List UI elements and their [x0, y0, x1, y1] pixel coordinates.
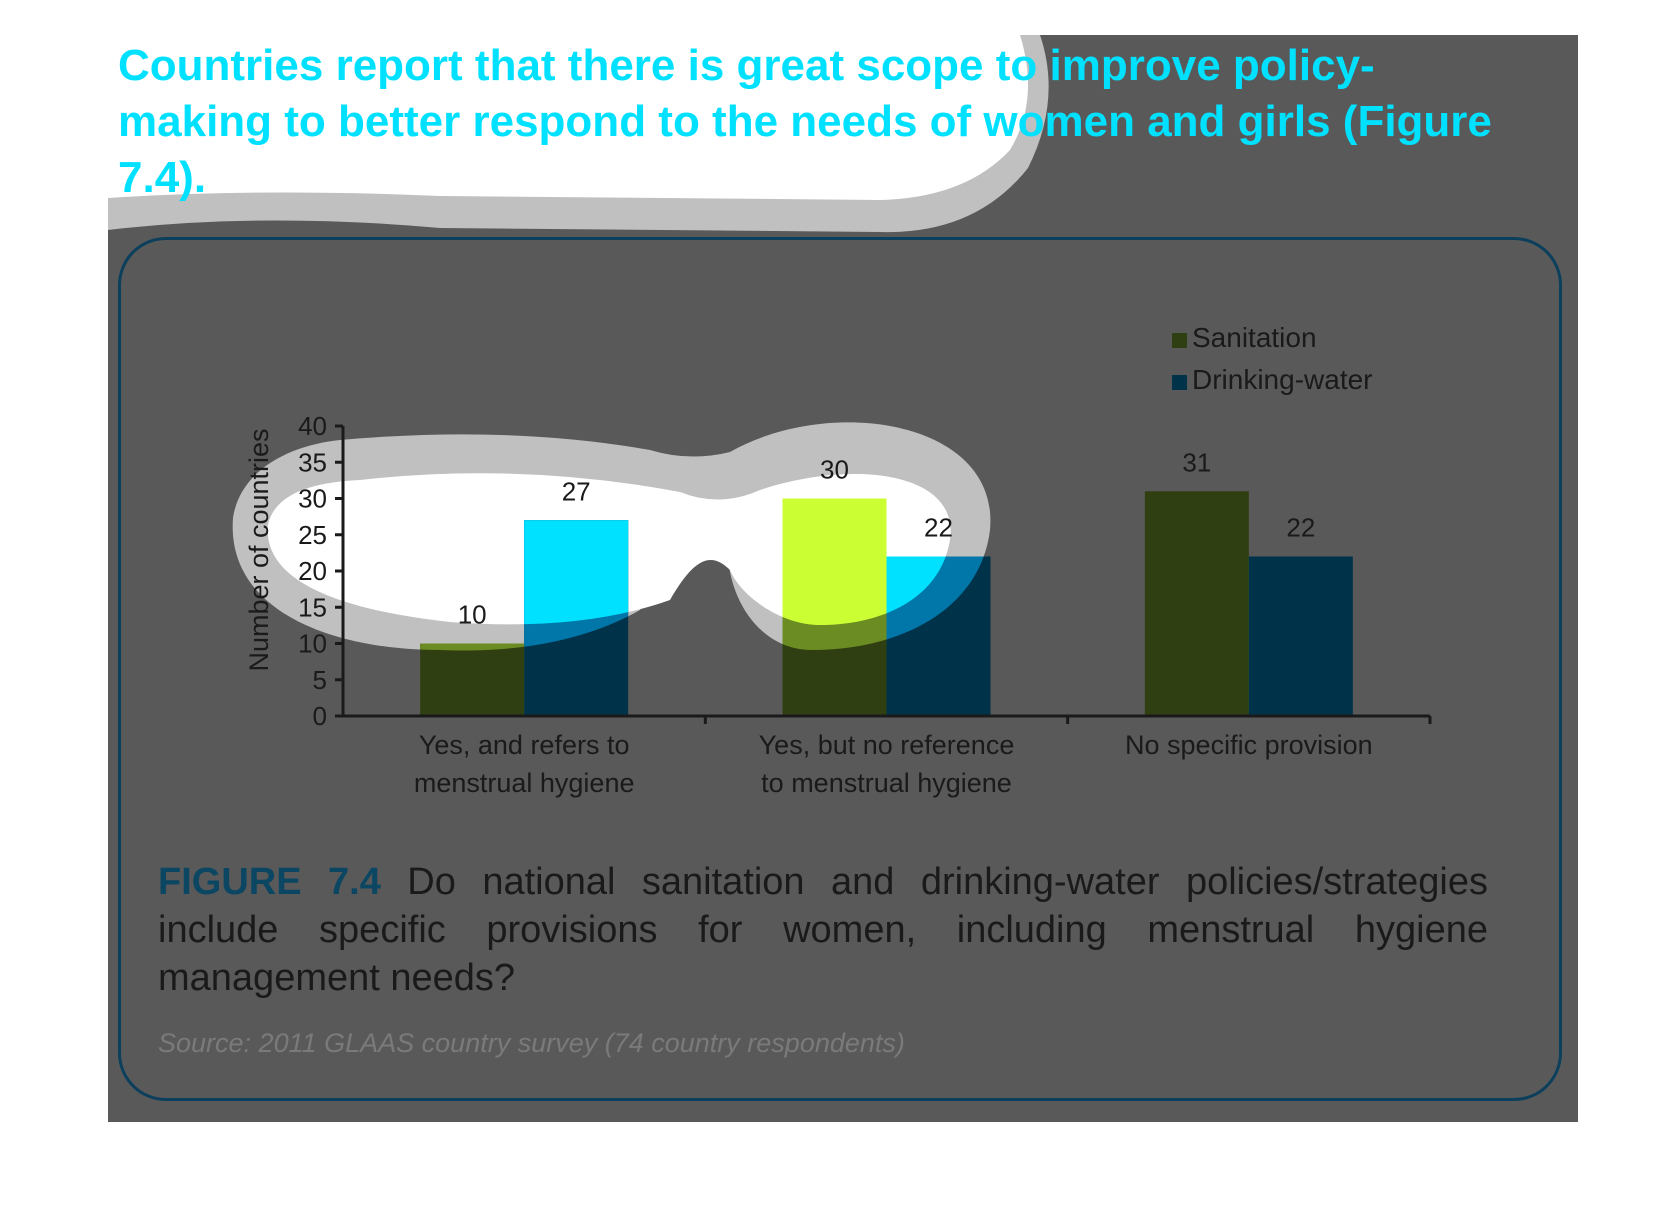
legend-swatch	[1172, 375, 1187, 390]
x-category-label: to menstrual hygiene	[761, 768, 1012, 798]
data-label: 10	[458, 600, 487, 630]
x-category-label: menstrual hygiene	[414, 768, 635, 798]
bar-drinking-water-2	[1248, 556, 1353, 716]
chart-labels: 10 27 Yes, and refers to menstrual hygiene 3…	[244, 411, 1373, 798]
bar-sanitation-2	[1144, 491, 1249, 716]
y-tick-label: 20	[298, 556, 327, 586]
y-tick-label: 15	[298, 592, 327, 622]
y-tick-label: 25	[298, 520, 327, 550]
data-label: 31	[1182, 447, 1211, 477]
axes	[335, 424, 1432, 724]
x-category-label: Yes, but no reference	[759, 730, 1015, 760]
y-tick-label: 0	[313, 701, 327, 731]
legend-label: Drinking-water	[1192, 364, 1373, 395]
data-label: 30	[820, 455, 849, 485]
figure-label: FIGURE 7.4	[158, 861, 381, 903]
figure-frame	[118, 237, 1562, 1101]
bar-ring-tint	[420, 643, 525, 651]
source-note: Source: 2011 GLAAS country survey (74 co…	[158, 1028, 905, 1058]
y-tick-label: 40	[298, 411, 327, 441]
x-category-label: No specific provision	[1125, 730, 1373, 760]
data-label: 22	[1286, 513, 1315, 543]
data-label: 27	[562, 476, 591, 506]
bar-highlight-tint	[524, 520, 629, 625]
headline-highlight-blob	[108, 35, 1028, 200]
y-tick-label: 5	[313, 665, 327, 695]
y-tick-label: 35	[298, 447, 327, 477]
figure-caption-text: Do national sanitation and drinking-wate…	[158, 861, 1488, 999]
data-label: 22	[924, 513, 953, 543]
x-category-label: Yes, and refers to	[419, 730, 630, 760]
y-tick-label: 30	[298, 484, 327, 514]
y-tick-label: 10	[298, 629, 327, 659]
legend-swatch	[1172, 333, 1187, 348]
bar-highlight-tint	[782, 498, 887, 625]
figure-caption: FIGURE 7.4 Do national sanitation and dr…	[158, 858, 1488, 1002]
legend: Sanitation Drinking-water	[1172, 322, 1373, 395]
y-axis-label: Number of countries	[244, 428, 274, 671]
legend-label: Sanitation	[1192, 322, 1317, 353]
headline: Countries report that there is great sco…	[118, 41, 1492, 202]
bar-sanitation-0	[420, 643, 525, 716]
